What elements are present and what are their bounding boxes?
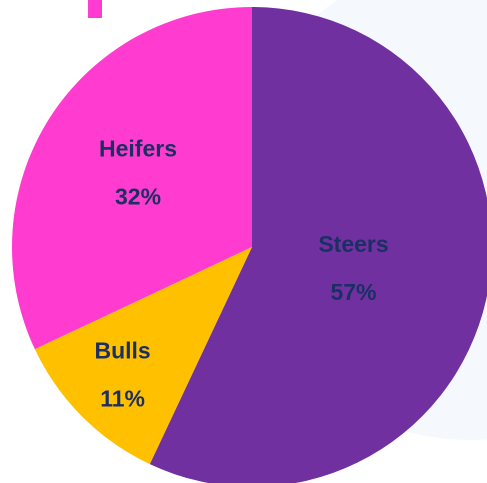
pie-slice [34, 247, 252, 465]
decoration [88, 0, 102, 18]
slice-label: Bulls [94, 337, 150, 363]
slice-value: 11% [100, 385, 145, 411]
slice-label: Heifers [99, 136, 177, 162]
pie-slice [149, 7, 487, 483]
pie-slice [11, 7, 252, 350]
slice-label: Steers [318, 231, 388, 257]
slice-value: 32% [115, 184, 161, 210]
slice-value: 57% [330, 279, 376, 305]
